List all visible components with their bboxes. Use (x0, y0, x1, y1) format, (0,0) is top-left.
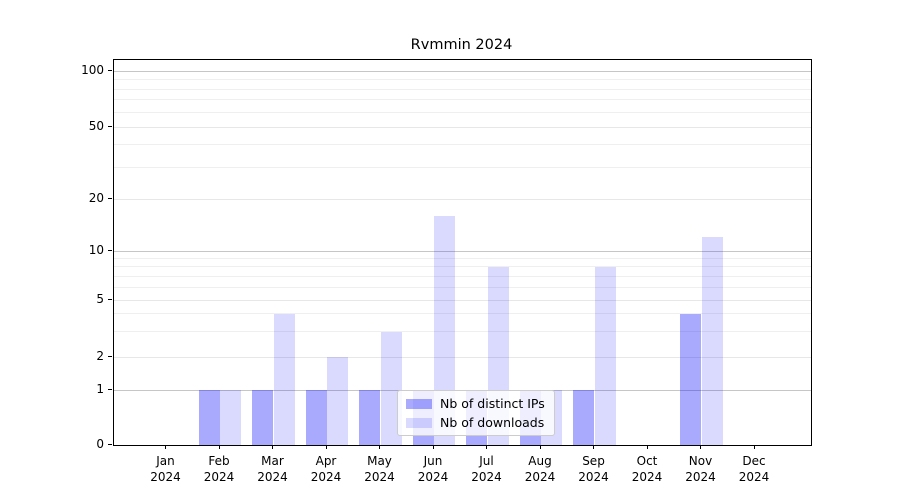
y-tick-label: 50 (62, 119, 104, 133)
gridline-minor (114, 99, 811, 100)
gridline-labeled (114, 127, 811, 128)
bar-distinct-ips-may (359, 390, 380, 445)
x-tick-label-line: 2024 (350, 469, 410, 485)
y-tick-mark (108, 250, 112, 251)
x-tick-label-line: Aug (510, 453, 570, 469)
y-tick-label: 5 (62, 292, 104, 306)
x-tick-label-line: Jul (457, 453, 517, 469)
x-tick-mark (219, 445, 220, 449)
bar-distinct-ips-nov (680, 314, 701, 445)
y-tick-mark (108, 198, 112, 199)
gridline-minor (114, 144, 811, 145)
bar-downloads-apr (327, 357, 348, 445)
x-tick-label-line: Feb (189, 453, 249, 469)
x-tick-label-line: 2024 (457, 469, 517, 485)
legend: Nb of distinct IPs Nb of downloads (397, 390, 555, 436)
x-tick-mark (540, 445, 541, 449)
x-tick-label-line: 2024 (617, 469, 677, 485)
x-tick-label-feb: Feb2024 (189, 453, 249, 485)
bar-distinct-ips-apr (306, 390, 327, 445)
x-tick-label-line: Jun (403, 453, 463, 469)
bar-distinct-ips-mar (252, 390, 273, 445)
x-tick-label-dec: Dec2024 (724, 453, 784, 485)
x-tick-label-line: 2024 (724, 469, 784, 485)
gridline-major (114, 71, 811, 72)
x-tick-label-line: Nov (671, 453, 731, 469)
legend-swatch-distinct-ips (406, 399, 432, 409)
legend-swatch-downloads (406, 418, 432, 428)
x-tick-mark (326, 445, 327, 449)
x-tick-label-jan: Jan2024 (136, 453, 196, 485)
x-tick-label-nov: Nov2024 (671, 453, 731, 485)
bar-downloads-nov (702, 237, 723, 445)
x-tick-label-aug: Aug2024 (510, 453, 570, 485)
bar-distinct-ips-feb (199, 390, 220, 445)
y-tick-label: 100 (62, 63, 104, 77)
y-tick-mark (108, 444, 112, 445)
x-tick-mark (272, 445, 273, 449)
x-tick-label-line: Sep (564, 453, 624, 469)
x-tick-label-jun: Jun2024 (403, 453, 463, 485)
chart-title: Rvmmin 2024 (113, 37, 810, 53)
chart-figure: Rvmmin 2024 0125102050100Jan2024Feb2024M… (0, 0, 900, 500)
legend-entry-distinct-ips: Nb of distinct IPs (406, 396, 545, 411)
y-tick-mark (108, 389, 112, 390)
y-tick-mark (108, 356, 112, 357)
y-tick-mark (108, 70, 112, 71)
bar-downloads-feb (220, 390, 241, 445)
x-tick-label-line: 2024 (564, 469, 624, 485)
gridline-minor (114, 167, 811, 168)
x-tick-label-line: 2024 (136, 469, 196, 485)
y-tick-label: 20 (62, 191, 104, 205)
x-tick-mark (700, 445, 701, 449)
x-tick-label-line: 2024 (296, 469, 356, 485)
x-tick-label-apr: Apr2024 (296, 453, 356, 485)
x-tick-mark (379, 445, 380, 449)
x-tick-mark (433, 445, 434, 449)
x-tick-label-line: 2024 (510, 469, 570, 485)
x-tick-mark (486, 445, 487, 449)
bar-distinct-ips-sep (573, 390, 594, 445)
y-tick-label: 10 (62, 243, 104, 257)
x-tick-label-line: Apr (296, 453, 356, 469)
x-tick-label-oct: Oct2024 (617, 453, 677, 485)
x-tick-label-line: 2024 (189, 469, 249, 485)
x-tick-label-line: 2024 (403, 469, 463, 485)
x-tick-mark (165, 445, 166, 449)
y-tick-mark (108, 299, 112, 300)
x-tick-label-line: 2024 (671, 469, 731, 485)
gridline-labeled (114, 199, 811, 200)
x-tick-label-sep: Sep2024 (564, 453, 624, 485)
bar-downloads-mar (274, 314, 295, 445)
bar-downloads-sep (595, 267, 616, 445)
gridline-minor (114, 112, 811, 113)
x-tick-mark (593, 445, 594, 449)
plot-area (113, 59, 812, 446)
x-tick-label-line: Oct (617, 453, 677, 469)
gridline-minor (114, 79, 811, 80)
x-tick-label-jul: Jul2024 (457, 453, 517, 485)
x-tick-label-mar: Mar2024 (243, 453, 303, 485)
x-tick-label-may: May2024 (350, 453, 410, 485)
x-tick-label-line: Dec (724, 453, 784, 469)
y-tick-label: 0 (62, 437, 104, 451)
x-tick-label-line: Jan (136, 453, 196, 469)
x-tick-mark (647, 445, 648, 449)
legend-entry-downloads: Nb of downloads (406, 415, 545, 430)
legend-label-distinct-ips: Nb of distinct IPs (440, 396, 545, 411)
y-tick-mark (108, 126, 112, 127)
legend-label-downloads: Nb of downloads (440, 415, 544, 430)
x-tick-mark (754, 445, 755, 449)
x-tick-label-line: May (350, 453, 410, 469)
gridline-minor (114, 89, 811, 90)
y-tick-label: 2 (62, 349, 104, 363)
y-tick-label: 1 (62, 382, 104, 396)
x-tick-label-line: Mar (243, 453, 303, 469)
x-tick-label-line: 2024 (243, 469, 303, 485)
